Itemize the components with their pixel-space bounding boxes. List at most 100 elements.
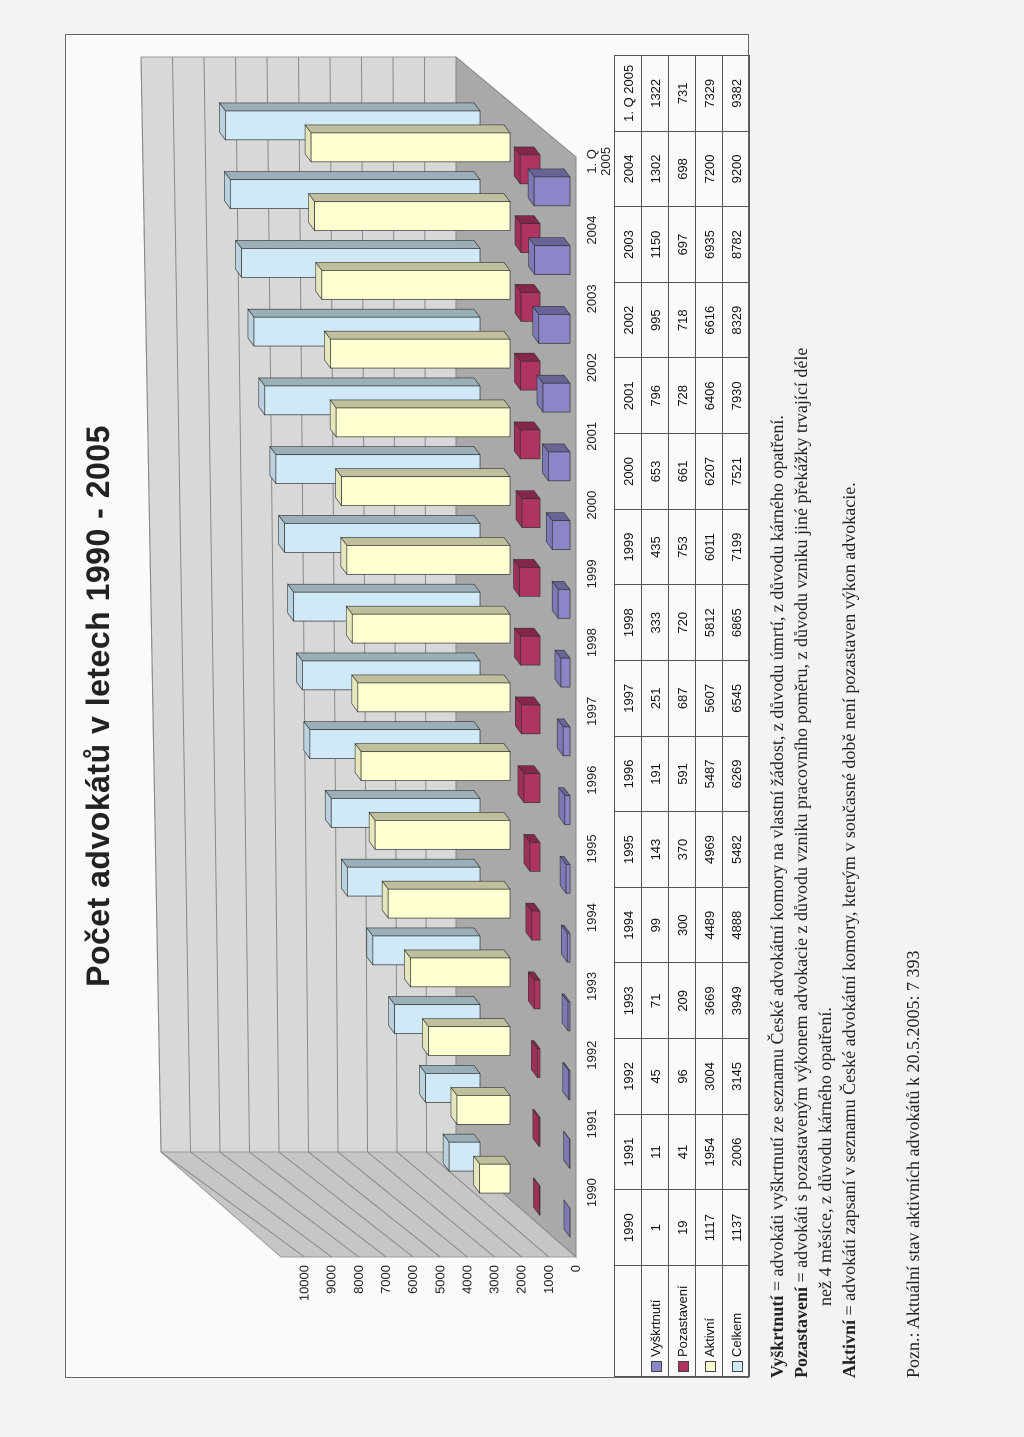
bar — [479, 1163, 511, 1194]
data-table: 1990 1991 1992 1993 1994 1995 1996 1997 1998 1999… — [614, 55, 750, 1377]
x-tick-label: 1. Q — [584, 149, 599, 174]
table-cell: 6269 — [722, 736, 750, 812]
gridline-back — [140, 56, 162, 1153]
table-cell: 1322 — [641, 55, 669, 132]
bar-side — [258, 377, 481, 387]
table-cell: 731 — [668, 55, 696, 132]
bar-side — [368, 812, 511, 821]
table-cell: 9200 — [722, 131, 750, 207]
table-header-cell: 1995 — [614, 811, 642, 888]
y-tick-label: 8000 — [351, 1265, 366, 1294]
table-cell: 6406 — [695, 358, 723, 434]
table-cell: 1137 — [722, 1189, 750, 1266]
x-tick-label: 1992 — [584, 1041, 599, 1070]
legend-swatch — [731, 1361, 743, 1372]
bar-side — [403, 949, 511, 959]
x-tick-label: 1998 — [584, 628, 599, 657]
table-cell: 591 — [668, 736, 696, 812]
gridline-side — [426, 1151, 550, 1258]
table-cell: 1 — [641, 1189, 669, 1266]
bar — [565, 864, 571, 894]
table-cell: 71 — [641, 963, 669, 1039]
gridline-side — [160, 1151, 305, 1258]
table-cell: 687 — [668, 660, 696, 737]
bar — [360, 751, 511, 781]
table-cell: 143 — [641, 811, 669, 888]
bar — [533, 176, 571, 207]
legend-swatch — [704, 1361, 716, 1372]
bar — [521, 498, 541, 528]
series-legend-cell: Celkem — [722, 1265, 750, 1377]
table-cell: 45 — [641, 1038, 669, 1115]
bar — [538, 314, 571, 344]
table-cell: 718 — [668, 282, 696, 358]
table-header-cell: 1996 — [614, 736, 642, 812]
bar — [567, 1001, 571, 1032]
bar — [538, 1117, 541, 1147]
bar-side — [442, 1133, 481, 1143]
table-cell: 209 — [668, 963, 696, 1039]
note-pozn: Pozn.: Aktuální stav aktivních advokátů … — [903, 950, 923, 1378]
rotated-page: Počet advokátů v letech 1990 - 2005 0 100… — [55, 30, 995, 1390]
gridline-side — [219, 1151, 360, 1258]
series-legend-cell: Aktivní — [695, 1265, 723, 1377]
bar — [357, 682, 511, 713]
gridline-back — [266, 56, 280, 1153]
bar — [519, 429, 541, 460]
table-cell: 1150 — [641, 206, 669, 283]
bar — [387, 888, 511, 919]
bar-side — [247, 308, 481, 318]
bar-side — [450, 1087, 511, 1096]
note-pozastaveni: Pozastavení = advokáti s pozastaveným vý… — [791, 347, 811, 1378]
table-cell: 5607 — [695, 660, 723, 737]
gridline-side — [249, 1151, 387, 1258]
y-tick-label: 7000 — [378, 1265, 393, 1294]
bar — [529, 842, 541, 872]
bar — [335, 407, 511, 438]
gridline-side — [396, 1151, 523, 1258]
bar-side — [235, 240, 481, 249]
bar — [351, 613, 511, 644]
bar-side — [223, 171, 481, 180]
bar — [410, 957, 511, 988]
table-cell: 720 — [668, 584, 696, 661]
table-cell: 697 — [668, 206, 696, 283]
table-cell: 191 — [641, 736, 669, 812]
bar-side — [528, 237, 571, 246]
bar-side — [418, 1065, 481, 1074]
gridline-side — [278, 1151, 414, 1258]
note-aktivni: Aktivní = advokáti zapsaní v seznamu Čes… — [839, 482, 859, 1378]
bar-side — [295, 652, 481, 662]
table-cell: 796 — [641, 358, 669, 434]
bar — [534, 245, 571, 275]
x-tick-label: 1990 — [584, 1178, 599, 1207]
table-cell: 3949 — [722, 963, 750, 1039]
table-header-cell: 2001 — [614, 358, 642, 434]
bar — [531, 910, 541, 941]
table-cell: 661 — [668, 433, 696, 510]
gridline-side — [190, 1151, 333, 1258]
bar — [523, 773, 541, 803]
bar-side — [351, 674, 511, 684]
table-cell: 3669 — [695, 963, 723, 1039]
x-tick-label: 2004 — [584, 216, 599, 245]
table-row: Pozastavení 19 41 96 209 300 370 591 687 720 753 66… — [668, 55, 696, 1377]
bar-side — [527, 168, 571, 178]
y-tick-label: 6000 — [405, 1265, 420, 1294]
table-cell: 2006 — [722, 1114, 750, 1190]
table-cell: 251 — [641, 660, 669, 737]
table-cell: 6207 — [695, 433, 723, 510]
bar — [341, 476, 511, 506]
table-cell: 41 — [668, 1114, 696, 1190]
bar-side — [324, 790, 481, 799]
table-cell: 6616 — [695, 282, 723, 358]
table-header-cell: 1997 — [614, 660, 642, 737]
gridline-back — [172, 56, 191, 1153]
x-tick-label: 1996 — [584, 766, 599, 795]
table-cell: 3145 — [722, 1038, 750, 1115]
table-row: Celkem 1137 2006 3145 3949 4888 5482 6269 6545 68… — [722, 55, 750, 1377]
x-tick-label: 1995 — [584, 834, 599, 863]
table-header-cell: 1991 — [614, 1114, 642, 1190]
gridline-back — [203, 56, 221, 1153]
table-cell: 7521 — [722, 433, 750, 510]
